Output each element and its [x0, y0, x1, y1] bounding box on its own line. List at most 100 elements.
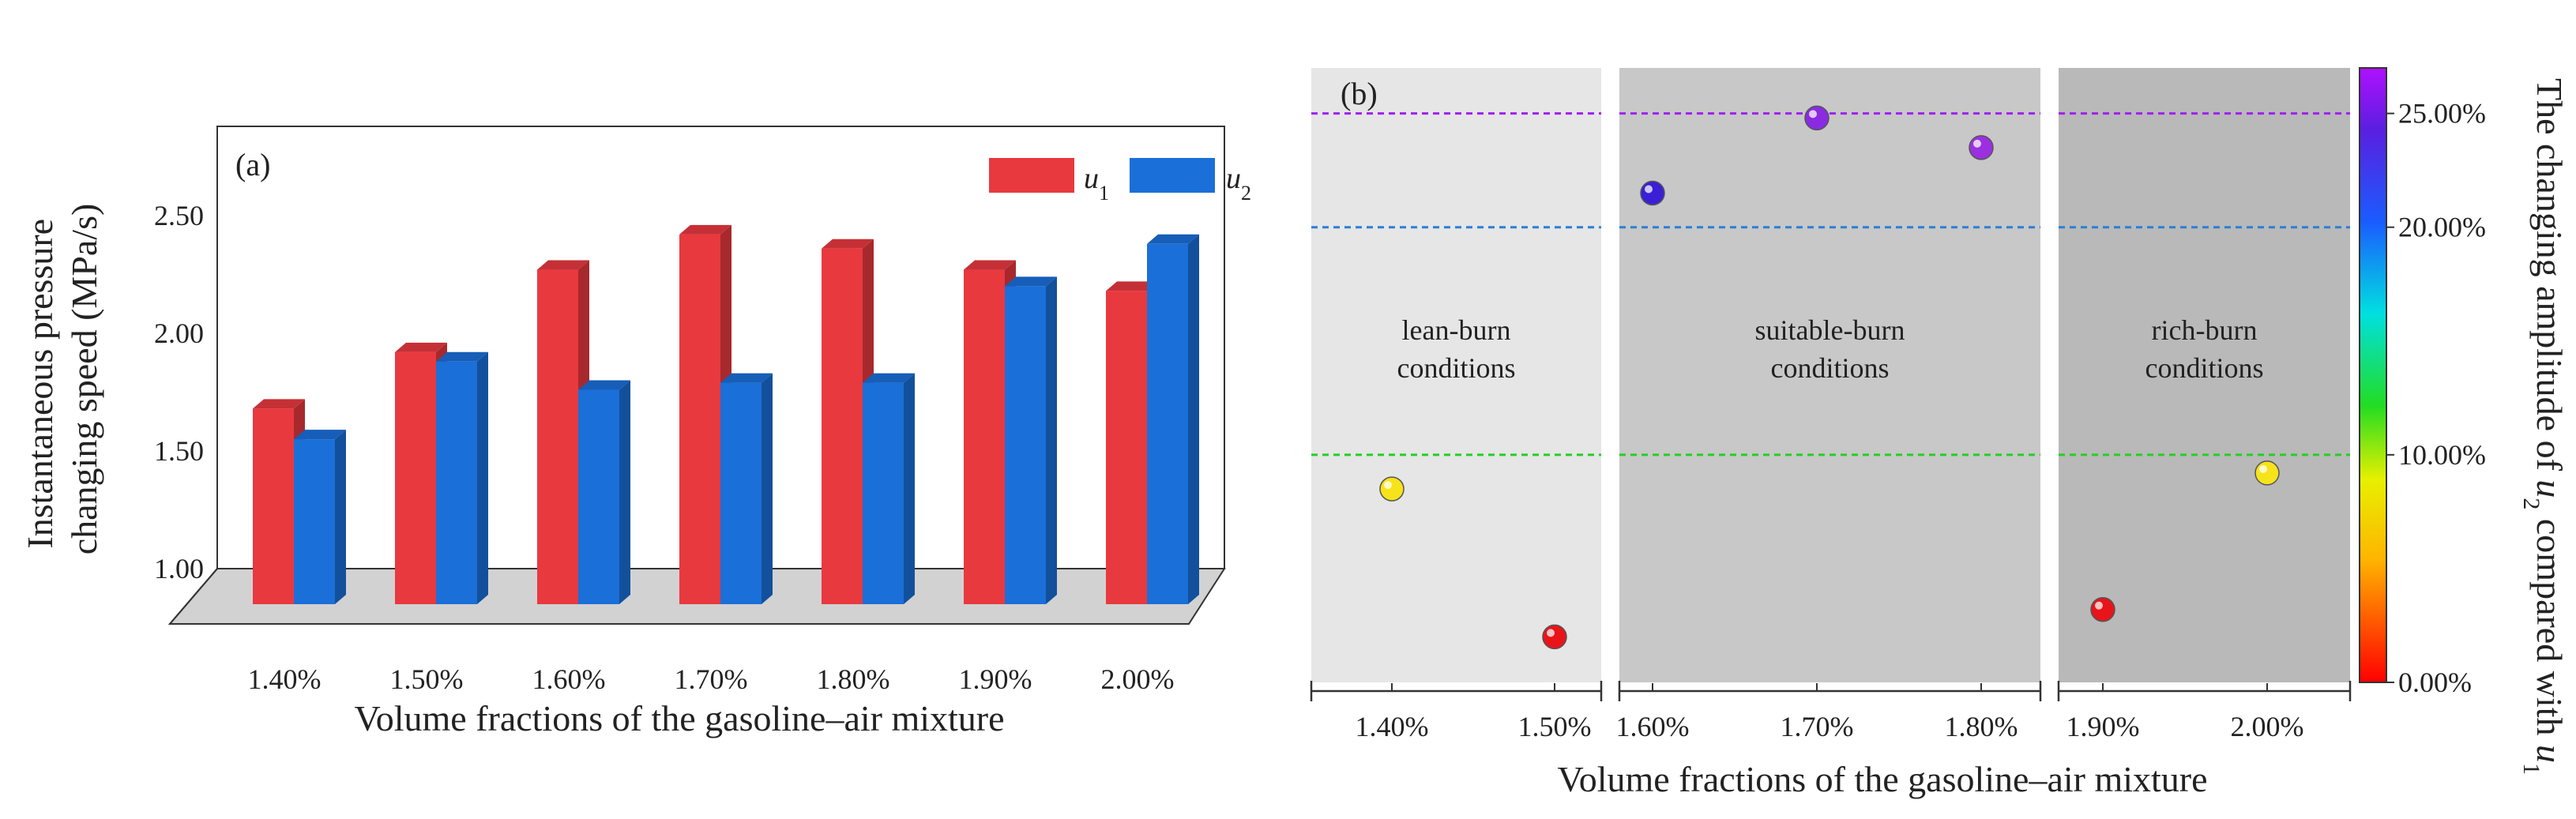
- bar-front: [720, 382, 762, 604]
- x-axis-b: 1.40% 1.50% 1.60% 1.70% 1.80% 1.90% 2.00%: [1310, 681, 2352, 742]
- bar-u2-1.50%: [436, 351, 488, 604]
- x-tick-label-b: 1.50%: [1518, 711, 1592, 742]
- bar-front: [679, 234, 720, 604]
- bar-side: [904, 373, 915, 604]
- x-ticks-a: 1.40% 1.50% 1.60% 1.70% 1.80% 1.90% 2.00%: [248, 663, 1175, 695]
- region-rich-burn: [2059, 68, 2350, 682]
- colorbar: [2359, 67, 2387, 683]
- colorbar-tick-label: 20.00%: [2398, 212, 2486, 243]
- bar-front: [395, 351, 436, 604]
- legend-a: u1 u2: [989, 158, 1251, 205]
- x-tick-label-a: 1.70%: [675, 663, 748, 695]
- bar-side: [762, 373, 773, 604]
- region-label: suitable-burn: [1755, 314, 1905, 346]
- point-highlight: [1645, 185, 1653, 193]
- colorbar-ticks: 0.00% 10.00% 20.00% 25.00%: [2386, 98, 2486, 698]
- bars-a: [253, 224, 1199, 604]
- point-1.40%: [1379, 476, 1405, 502]
- point-1.70%: [1804, 105, 1830, 131]
- bar-u2-1.40%: [294, 430, 346, 604]
- region-label: conditions: [1771, 352, 1890, 384]
- panel-b-scatter-chart: lean-burn conditions suitable-burn conditio…: [1310, 67, 2570, 799]
- x-tick-label-b: 1.40%: [1356, 711, 1429, 742]
- x-tick-label-a: 1.80%: [817, 663, 890, 695]
- bar-u2-1.60%: [578, 380, 630, 604]
- reference-lines: [1311, 112, 2350, 456]
- x-tick-label-a: 1.40%: [248, 663, 322, 695]
- bar-top: [720, 373, 773, 383]
- x-tick-label-a: 1.60%: [532, 663, 606, 695]
- point-1.80%: [1969, 135, 1994, 160]
- x-tick-label-b: 1.80%: [1945, 711, 2018, 742]
- point-marker: [1640, 180, 1665, 206]
- bar-front: [1106, 291, 1147, 604]
- bar-top: [395, 342, 447, 352]
- point-marker: [2254, 460, 2280, 486]
- colorbar-label: The changing amplitude of u2 compared wi…: [2519, 78, 2570, 775]
- y-tick-label-a: 2.50: [154, 200, 204, 231]
- x-axis-label-b: Volume fractions of the gasoline–air mix…: [1557, 759, 2207, 799]
- scatter-points: [1379, 105, 2280, 650]
- point-1.50%: [1542, 624, 1567, 650]
- bar-u2-1.70%: [720, 373, 773, 604]
- region-suitable-burn: [1619, 68, 2040, 682]
- x-tick-label-a: 1.90%: [959, 663, 1032, 695]
- bar-top: [863, 373, 915, 383]
- region-label: rich-burn: [2152, 314, 2258, 346]
- bar-top: [537, 260, 589, 270]
- bar-top: [1005, 276, 1057, 287]
- legend-label-u2: u2: [1226, 162, 1251, 205]
- bar-front: [822, 248, 863, 604]
- bar-side: [477, 351, 488, 604]
- point-marker: [2090, 597, 2115, 622]
- panel-b-label: (b): [1341, 76, 1378, 111]
- colorbar-tick-label: 10.00%: [2398, 439, 2486, 471]
- point-highlight: [1384, 481, 1392, 490]
- bar-front: [1005, 286, 1046, 604]
- bar-top: [578, 380, 630, 390]
- point-highlight: [1973, 139, 1981, 148]
- bar-front: [578, 389, 619, 604]
- panel-a-label: (a): [235, 147, 270, 182]
- bar-front: [294, 439, 335, 604]
- y-ticks-a: 1.00 1.50 2.00 2.50: [154, 200, 204, 584]
- bar-front: [436, 361, 477, 604]
- burn-condition-regions: lean-burn conditions suitable-burn conditio…: [1311, 68, 2350, 682]
- bar-side: [1046, 276, 1057, 604]
- legend-label-u1: u1: [1084, 162, 1109, 205]
- bar-u2-1.90%: [1005, 276, 1057, 604]
- bar-top: [253, 399, 305, 409]
- x-tick-label-a: 2.00%: [1101, 663, 1175, 695]
- bar-top: [1147, 234, 1199, 244]
- point-highlight: [2259, 464, 2267, 473]
- bar-top: [822, 239, 874, 249]
- x-tick-label-b: 1.90%: [2066, 711, 2140, 742]
- chart-a-left-edge: [169, 568, 218, 625]
- point-1.90%: [2090, 597, 2115, 622]
- bar-front: [1147, 243, 1188, 604]
- region-label: conditions: [2145, 352, 2264, 384]
- panel-a-bar-chart: 1.00 1.50 2.00 2.50 1.40% 1.50% 1.60% 1.70% 1.8…: [20, 126, 1251, 738]
- bar-top: [294, 430, 346, 440]
- bar-front: [863, 382, 904, 604]
- point-marker: [1804, 105, 1830, 131]
- bar-front: [537, 269, 578, 604]
- x-tick-label-b: 1.70%: [1781, 711, 1854, 742]
- point-marker: [1379, 476, 1405, 502]
- y-tick-label-a: 1.50: [154, 435, 204, 467]
- bar-top: [436, 351, 488, 362]
- bar-side: [619, 380, 630, 604]
- colorbar-tick-label: 25.00%: [2398, 98, 2486, 130]
- colorbar-tick-label: 0.00%: [2398, 667, 2472, 698]
- point-highlight: [1547, 629, 1555, 637]
- point-1.60%: [1640, 180, 1665, 206]
- x-tick-label-b: 2.00%: [2231, 711, 2304, 742]
- region-label: lean-burn: [1402, 314, 1511, 346]
- bar-side: [335, 430, 346, 604]
- x-tick-label-b: 1.60%: [1616, 711, 1690, 742]
- bar-u2-1.80%: [863, 373, 915, 604]
- bar-front: [253, 408, 294, 604]
- y-axis-label-a: Instantaneous pressure changing speed (M…: [20, 204, 104, 555]
- legend-swatch-u1: [989, 158, 1074, 193]
